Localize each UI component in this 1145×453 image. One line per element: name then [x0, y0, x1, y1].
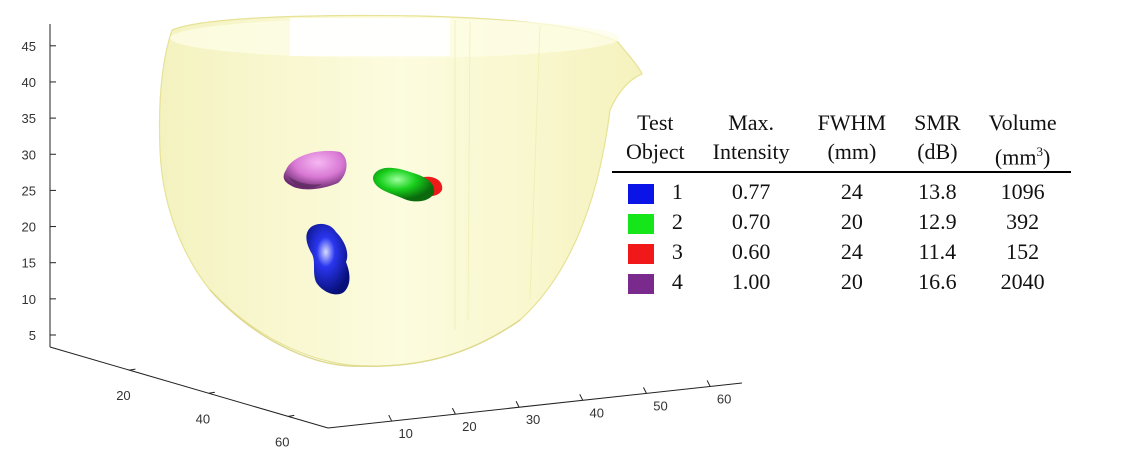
fwhm-cell: 20	[840, 209, 863, 235]
object-cell: 1	[612, 172, 699, 207]
object-1-blob	[306, 223, 350, 295]
y-tick	[129, 368, 136, 371]
max-intensity-cell: 0.70	[731, 209, 771, 235]
max-intensity-cell: 1.00	[731, 269, 771, 295]
fwhm-cell: 24	[840, 239, 863, 265]
table-row: 4 1.00 20 16.6 2040	[612, 267, 1071, 297]
smr-cell: 13.8	[918, 179, 957, 205]
object-cell: 3	[612, 237, 699, 267]
z-tick-label: 20	[22, 220, 36, 235]
smr-cell: 16.6	[918, 269, 957, 295]
y-axis-ticks: 20 40 60	[116, 368, 295, 449]
table-body: 1 0.77 24 13.8 1096 2 0.70 20 12.9 392 3 0.60 24 11.4…	[612, 172, 1071, 297]
header-test: Test	[637, 110, 674, 135]
volume-unit-close: )	[1042, 144, 1051, 170]
y-tick	[208, 391, 215, 394]
color-swatch	[627, 214, 654, 235]
y-tick-label: 40	[196, 411, 210, 426]
x-tick	[515, 401, 520, 408]
color-swatch	[627, 244, 654, 265]
volume-unit-base: (mm	[994, 144, 1037, 170]
volume-cell: 152	[1006, 239, 1040, 265]
x-tick-label: 20	[462, 419, 476, 434]
z-tick-label: 40	[22, 75, 36, 90]
object-cell: 2	[612, 207, 699, 237]
z-tick-label: 45	[22, 39, 36, 54]
object-number: 2	[671, 209, 683, 235]
table-header-row-2: Object Intensity (mm) (dB) (mm3)	[612, 137, 1071, 174]
object-2-blob	[372, 167, 435, 202]
color-swatch	[627, 184, 654, 205]
header-fwhm-unit: (mm)	[803, 137, 901, 174]
x-tick-label: 10	[398, 426, 412, 441]
fwhm-cell: 24	[840, 179, 863, 205]
table-row: 1 0.77 24 13.8 1096	[612, 172, 1071, 207]
x-tick-label: 30	[526, 412, 540, 427]
max-intensity-cell: 0.60	[731, 239, 771, 265]
header-intensity: Intensity	[698, 137, 804, 174]
x-tick-label: 60	[717, 391, 731, 406]
header-smr: SMR	[914, 110, 961, 135]
smr-cell: 12.9	[918, 209, 957, 235]
x-tick	[388, 414, 393, 422]
object-number: 4	[671, 269, 683, 295]
header-volume: Volume	[988, 110, 1057, 135]
z-tick-label: 10	[22, 292, 36, 307]
color-swatch	[627, 274, 654, 295]
volume-cell: 1096	[1000, 179, 1045, 205]
x-tick	[579, 394, 584, 401]
x-tick	[706, 380, 711, 387]
x-tick-label: 50	[653, 398, 667, 413]
header-smr-unit: (dB)	[900, 137, 975, 174]
z-tick-label: 25	[22, 183, 36, 198]
results-table: Test Max. FWHM SMR Volume Object Intensi…	[612, 108, 1071, 297]
object-cell: 4	[612, 267, 699, 297]
smr-cell: 11.4	[918, 239, 957, 265]
x-tick	[451, 407, 456, 415]
max-intensity-cell: 0.77	[731, 179, 771, 205]
object-4-blob	[283, 150, 347, 190]
y-axis	[49, 346, 329, 429]
header-volume-unit: (mm3)	[974, 137, 1071, 174]
volume-cell: 2040	[1000, 269, 1045, 295]
z-tick-label: 30	[22, 147, 36, 162]
table-header-row-1: Test Max. FWHM SMR Volume	[612, 108, 1071, 137]
fwhm-cell: 20	[840, 269, 863, 295]
z-tick-label: 35	[22, 111, 36, 126]
z-axis-ticks: 5 10 15 20 25 30 35 40 45	[22, 39, 56, 343]
header-max: Max.	[728, 110, 775, 135]
object-number: 3	[671, 239, 683, 265]
y-tick	[288, 414, 295, 417]
table-row: 2 0.70 20 12.9 392	[612, 207, 1071, 237]
z-tick-label: 5	[29, 328, 36, 343]
table-row: 3 0.60 24 11.4 152	[612, 237, 1071, 267]
x-tick-label: 40	[590, 405, 604, 420]
z-tick-label: 15	[22, 256, 36, 271]
y-tick-label: 60	[275, 434, 289, 449]
header-fwhm: FWHM	[817, 110, 887, 135]
y-tick-label: 20	[116, 388, 130, 403]
object-number: 1	[671, 179, 683, 205]
volume-unit-power: 3	[1036, 144, 1043, 159]
x-axis-ticks: 10 20 30 40 50 60	[388, 380, 731, 441]
x-axis	[327, 382, 743, 429]
header-object: Object	[612, 137, 699, 174]
volume-cell: 392	[1006, 209, 1040, 235]
x-tick	[643, 387, 647, 394]
